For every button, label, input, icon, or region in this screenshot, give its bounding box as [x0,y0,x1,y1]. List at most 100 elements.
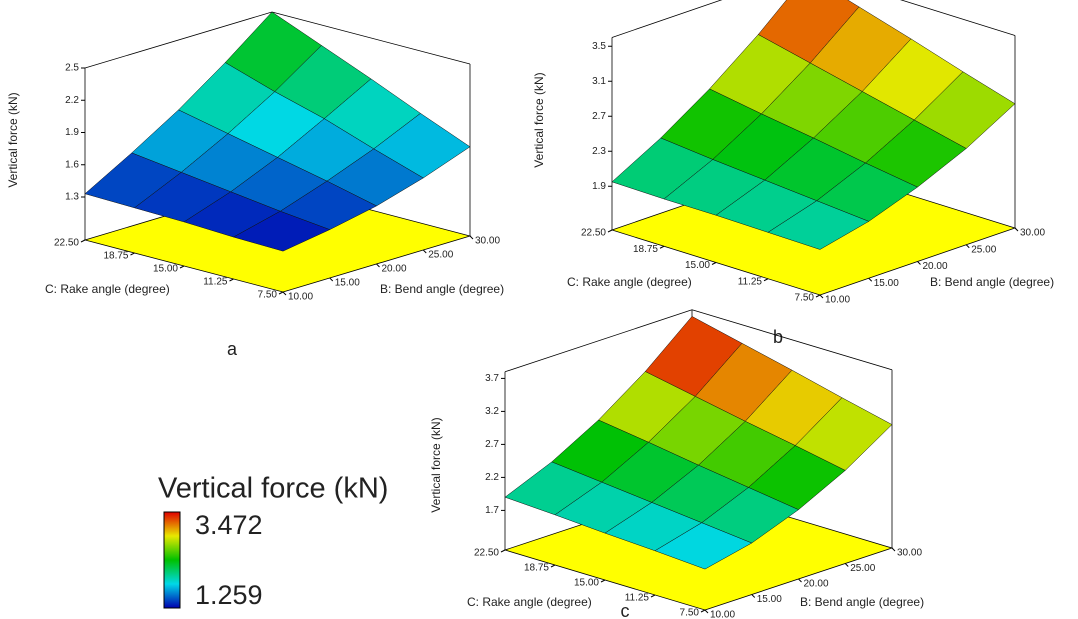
x-tick-label: 10.00 [825,295,850,306]
y-tick [607,229,613,233]
surface-patch [767,200,870,250]
x-tick [917,261,921,265]
x-tick [891,547,896,552]
z-tick-label: 1.6 [65,159,79,170]
box-edge [900,0,1016,36]
x-tick [376,263,380,268]
y-tick-label: 11.25 [203,277,228,288]
x-tick [422,249,427,254]
z-tick-label: 3.7 [485,373,499,384]
x-tick-label: 20.00 [382,264,407,275]
z-tick-label: 2.5 [65,63,79,74]
y-tick [179,265,185,269]
surface-plot: 1.9 2.3 2.7 3.1 3.5 10.00 15.00 20.00 25.00 30.00… [532,0,1054,347]
panel-label: c [621,601,630,619]
colorbar-min: 1.259 [195,580,263,610]
colorbar-title: Vertical force (kN) [158,473,388,505]
z-tick-label: 1.9 [592,181,606,192]
x-axis-title: B: Bend angle (degree) [930,275,1054,289]
y-tick-label: 15.00 [153,264,178,275]
box-edge [271,11,471,65]
x-tick-label: 20.00 [923,261,948,272]
y-tick [763,278,769,282]
x-tick-label: 25.00 [428,250,453,261]
surface-plot: 1.7 2.2 2.7 3.2 3.7 10.00 15.00 20.00 25.00 30.00… [429,309,924,619]
x-tick-label: 15.00 [874,278,899,289]
y-tick [278,291,284,295]
x-tick [282,291,287,296]
x-tick-label: 15.00 [335,278,360,289]
y-axis-title: C: Rake angle (degree) [567,275,692,289]
x-tick [819,294,824,299]
x-axis-title: B: Bend angle (degree) [800,595,924,609]
z-tick-label: 1.7 [485,505,499,516]
y-tick-label: 11.25 [625,593,650,604]
x-tick [704,609,709,614]
x-tick-label: 30.00 [897,548,922,559]
box-edge [84,11,273,69]
z-tick-label: 2.2 [485,472,499,483]
z-axis-title: Vertical force (kN) [6,92,20,187]
z-tick-label: 2.7 [485,439,499,450]
y-tick-label: 18.75 [103,251,128,262]
y-tick-label: 11.25 [738,276,763,287]
z-tick-label: 1.9 [65,127,79,138]
colorbar [163,511,181,609]
x-tick [751,594,756,598]
y-tick-label: 15.00 [574,578,599,589]
y-tick-label: 7.50 [258,290,278,301]
y-tick-label: 7.50 [795,293,815,304]
y-tick [700,609,706,613]
y-tick [130,252,135,256]
y-tick [711,262,717,265]
z-tick-label: 2.7 [592,111,606,122]
x-tick-label: 30.00 [1020,228,1045,239]
y-tick-label: 18.75 [633,244,658,255]
y-tick [650,594,656,598]
box-edge [691,309,893,371]
x-tick [469,235,474,240]
surface-plot: 1.3 1.6 1.9 2.2 2.5 10.00 15.00 20.00 25.00 30.00… [6,11,504,359]
x-tick-label: 30.00 [475,236,500,247]
y-tick [80,239,86,243]
x-tick [868,277,873,282]
y-tick [600,579,606,583]
x-axis-title: B: Bend angle (degree) [380,282,504,296]
x-tick-label: 10.00 [710,610,735,619]
y-tick [815,294,821,298]
x-tick-label: 25.00 [971,244,996,255]
y-tick [659,245,665,249]
x-tick-label: 20.00 [804,579,829,590]
z-axis-title: Vertical force (kN) [429,417,443,512]
y-tick [550,564,556,568]
z-axis-title: Vertical force (kN) [532,72,546,167]
z-tick-label: 1.3 [65,192,79,203]
x-tick [1014,227,1019,232]
z-tick-label: 3.2 [485,406,499,417]
y-tick-label: 18.75 [524,563,549,574]
y-tick-label: 22.50 [581,228,606,239]
y-tick [500,549,506,553]
z-tick-label: 3.1 [592,76,606,87]
z-tick-label: 3.5 [592,41,606,52]
colorbar-max: 3.472 [195,510,263,540]
z-tick-label: 2.2 [65,95,79,106]
panel-label: b [773,327,783,347]
x-tick-label: 25.00 [850,563,875,574]
x-tick-label: 10.00 [288,292,313,303]
y-tick-label: 22.50 [54,238,79,249]
surface-patch [654,522,753,570]
y-tick [229,278,234,282]
y-axis-title: C: Rake angle (degree) [467,595,592,609]
z-tick-label: 2.3 [592,146,606,157]
y-tick-label: 22.50 [474,548,499,559]
box-edge [504,309,693,373]
y-axis-title: C: Rake angle (degree) [45,282,170,296]
surface-patch [232,210,331,252]
x-tick [965,244,970,249]
x-tick [844,563,849,567]
panel-label: a [227,339,238,359]
box-edge [611,0,723,38]
x-tick [798,578,802,583]
